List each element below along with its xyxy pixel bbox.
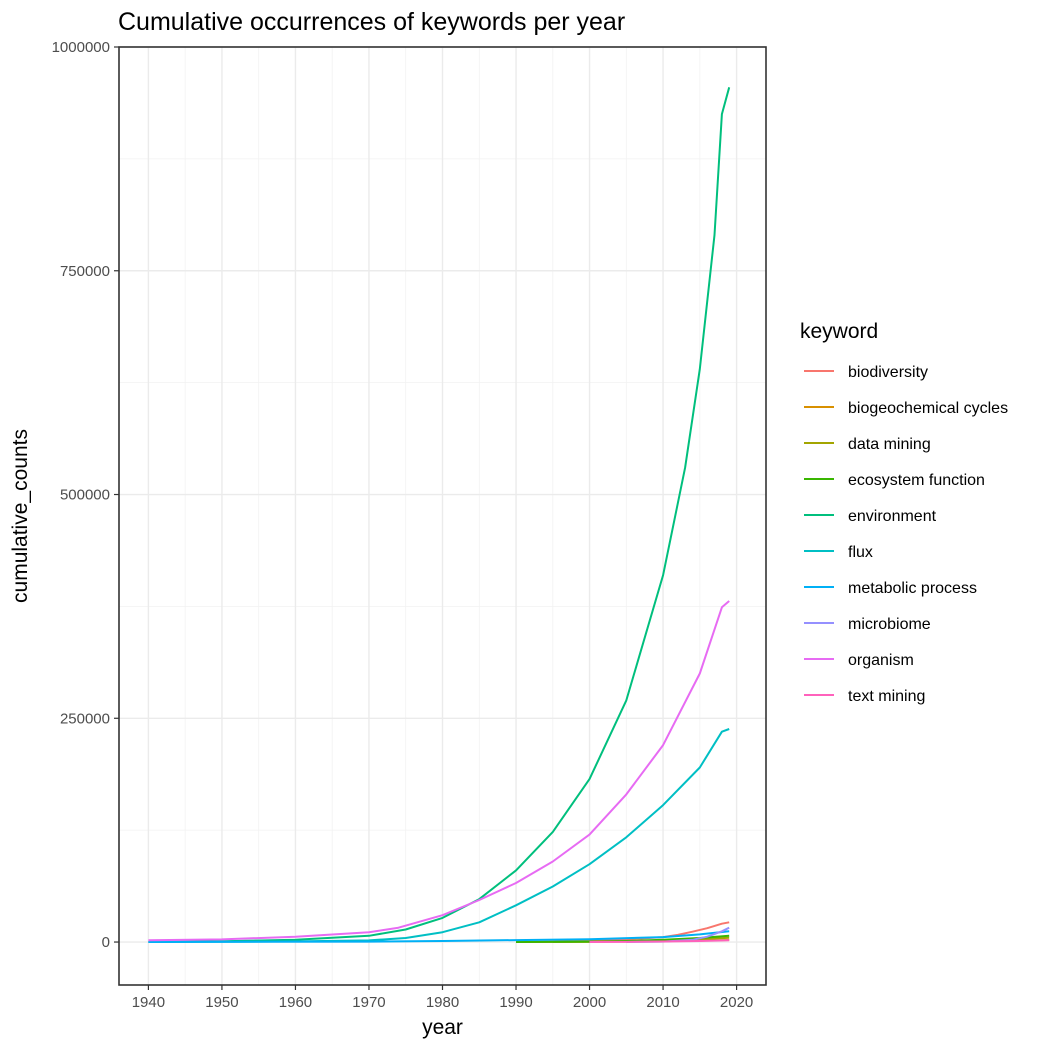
x-tick-label: 2010: [646, 994, 679, 1011]
x-tick-label: 1940: [132, 994, 165, 1011]
x-tick-label: 1990: [499, 994, 532, 1011]
chart-title: Cumulative occurrences of keywords per y…: [118, 8, 625, 36]
legend-label: environment: [848, 508, 937, 525]
legend-label: metabolic process: [848, 580, 977, 597]
x-tick-label: 1980: [426, 994, 459, 1011]
legend: keyword biodiversity biogeochemical cycle…: [800, 320, 1008, 705]
legend-label: text mining: [848, 688, 925, 705]
series-line-text-mining: [589, 939, 730, 943]
legend-label: ecosystem function: [848, 472, 985, 489]
legend-label: flux: [848, 544, 873, 561]
legend-label: microbiome: [848, 616, 931, 633]
y-tick-label: 0: [102, 934, 110, 951]
series-line-environment: [148, 87, 731, 943]
series-line-metabolic-process: [148, 930, 730, 943]
x-tick-label: 2000: [573, 994, 606, 1011]
y-tick-label: 1000000: [52, 39, 110, 56]
y-tick-label: 750000: [60, 263, 110, 280]
y-tick-label: 250000: [60, 710, 110, 727]
legend-items: biodiversity biogeochemical cycles data mi…: [804, 364, 1008, 705]
y-axis: 0 250000 500000 750000 1000000: [52, 39, 119, 951]
x-tick-label: 1950: [205, 994, 238, 1011]
series-line-flux: [148, 728, 730, 943]
y-axis-title: cumulative_counts: [9, 429, 32, 603]
x-tick-label: 1960: [279, 994, 312, 1011]
legend-label: biogeochemical cycles: [848, 400, 1008, 417]
grid: [119, 46, 766, 985]
x-axis-title: year: [422, 1016, 463, 1039]
legend-label: data mining: [848, 436, 931, 453]
series-lines: [148, 87, 731, 943]
legend-label: biodiversity: [848, 364, 928, 381]
series-line-organism: [148, 600, 730, 942]
legend-label: organism: [848, 652, 914, 669]
x-axis: 1940 1950 1960 1970 1980 1990 2000 2010 2020: [132, 985, 753, 1011]
y-tick-label: 500000: [60, 487, 110, 504]
x-tick-label: 2020: [720, 994, 753, 1011]
legend-title: keyword: [800, 320, 878, 343]
x-tick-label: 1970: [352, 994, 385, 1011]
